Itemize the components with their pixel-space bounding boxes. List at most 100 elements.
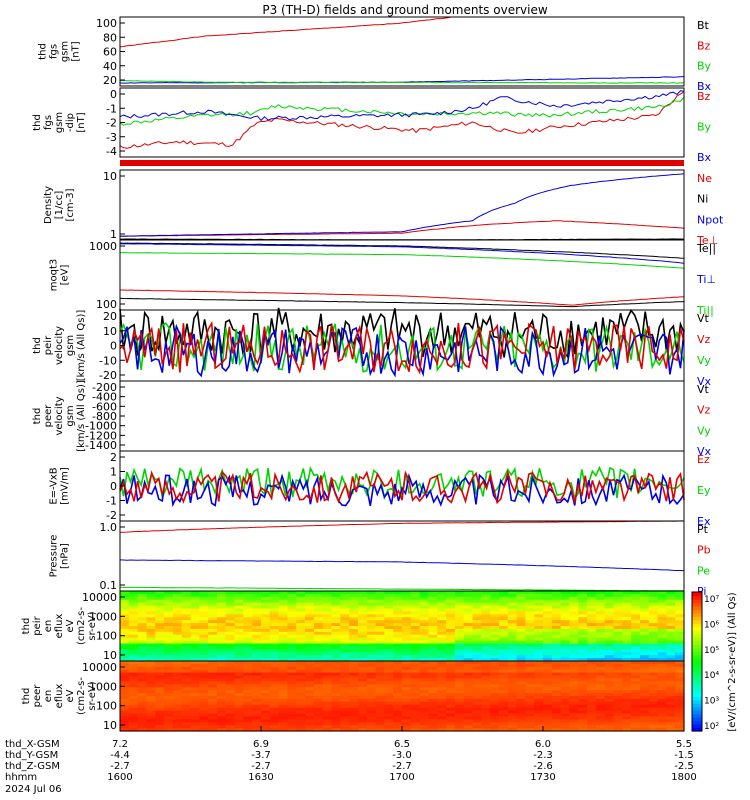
spectrogram-cell: [366, 614, 377, 618]
spectrogram-cell: [366, 713, 377, 718]
spectrogram-cell: [516, 640, 526, 645]
spectrogram-cell: [305, 681, 315, 685]
spectrogram-cell: [243, 725, 253, 729]
spectrogram-cell: [155, 611, 165, 615]
spectrogram-cell: [551, 681, 562, 685]
spectrogram-cell: [498, 707, 509, 712]
spectrogram-cell: [666, 693, 676, 697]
spectrogram-cell: [543, 719, 553, 723]
spectrogram-cell: [393, 614, 403, 618]
spectrogram-cell: [622, 728, 632, 732]
spectrogram-cell: [296, 728, 306, 732]
spectrogram-cell: [146, 719, 156, 723]
spectrogram-cell: [313, 669, 324, 674]
spectrogram-cell: [357, 707, 368, 712]
spectrogram-cell: [587, 655, 597, 659]
spectrogram-cell: [666, 628, 676, 633]
spectrogram-cell: [648, 725, 659, 729]
spectrogram-cell: [208, 725, 218, 729]
spectrogram-cell: [278, 593, 289, 598]
colorbar-segment: [692, 699, 702, 704]
spectrogram-cell: [498, 678, 509, 683]
spectrogram-cell: [393, 646, 403, 650]
spectrogram-cell: [146, 649, 156, 653]
colorbar-segment: [692, 644, 702, 649]
spectrogram-cell: [234, 611, 244, 615]
spectrogram-cell: [349, 591, 359, 595]
spectrogram-cell: [137, 710, 148, 715]
spectrogram-cell: [560, 620, 571, 624]
spectrogram-cell: [666, 666, 676, 671]
spectrogram-cell: [446, 672, 456, 677]
series-ne: [119, 220, 685, 237]
spectrogram-cell: [498, 608, 509, 613]
y-tick-label: -1200: [85, 429, 117, 442]
spectrogram-cell: [657, 640, 667, 645]
spectrogram-cell: [278, 696, 289, 700]
spectrogram-cell: [437, 698, 447, 703]
spectrogram-cell: [349, 634, 359, 639]
spectrogram-cell: [648, 710, 659, 715]
spectrogram-cell: [252, 623, 262, 627]
spectrogram-cell: [287, 596, 297, 601]
spectrogram-cell: [498, 605, 509, 610]
spectrogram-cell: [454, 687, 465, 691]
spectrogram-cell: [225, 666, 236, 671]
spectrogram-cell: [560, 602, 571, 607]
spectrogram-cell: [278, 631, 289, 636]
spectrogram-cell: [419, 593, 430, 598]
spectrogram-cell: [331, 684, 341, 688]
spectrogram-cell: [120, 611, 130, 615]
spectrogram-cell: [155, 728, 165, 732]
spectrogram-cell: [648, 652, 659, 656]
spectrogram-cell: [375, 704, 385, 709]
spectrogram-cell: [393, 663, 403, 668]
spectrogram-cell: [454, 725, 465, 729]
spectrogram-cell: [481, 640, 491, 645]
spectrogram-cell: [322, 675, 333, 680]
spectrogram-cell: [551, 722, 562, 726]
spectrogram-cell: [410, 719, 421, 723]
spectrogram-cell: [261, 693, 271, 697]
spectrogram-cell: [155, 626, 165, 630]
spectrogram-cell: [357, 591, 368, 595]
spectrogram-cell: [340, 626, 350, 630]
spectrogram-cell: [595, 655, 606, 659]
spectrogram-cell: [269, 605, 280, 610]
y-axis-label: (cm2-s-: [76, 607, 87, 645]
spectrogram-cell: [481, 681, 491, 685]
spectrogram-cell: [498, 704, 509, 709]
spectrogram-cell: [393, 596, 403, 601]
spectrogram-cell: [507, 658, 518, 662]
spectrogram-cell: [666, 614, 676, 618]
spectrogram-cell: [516, 698, 526, 703]
spectrogram-cell: [164, 704, 174, 709]
spectrogram-cell: [657, 713, 667, 718]
spectrogram-cell: [578, 599, 588, 604]
spectrogram-cell: [402, 690, 412, 694]
spectrogram-cell: [357, 626, 368, 630]
spectrogram-cell: [322, 634, 333, 639]
spectrogram-cell: [410, 605, 421, 610]
legend-item: Vt: [697, 312, 710, 325]
spectrogram-cell: [128, 599, 139, 604]
spectrogram-cell: [269, 617, 280, 621]
spectrogram-cell: [675, 693, 685, 697]
spectrogram-cell: [534, 675, 544, 680]
spectrogram-cell: [490, 728, 500, 732]
spectrogram-cell: [128, 698, 139, 703]
spectrogram-cell: [587, 684, 597, 688]
spectrogram-cell: [164, 696, 174, 700]
spectrogram-cell: [305, 599, 315, 604]
spectrogram-cell: [428, 611, 438, 615]
spectrogram-cell: [507, 623, 518, 627]
legend-item: Bx: [697, 151, 712, 164]
spectrogram-cell: [543, 611, 553, 615]
spectrogram-cell: [578, 678, 588, 683]
spectrogram-cell: [278, 672, 289, 677]
spectrogram-cell: [437, 643, 447, 648]
spectrogram-cell: [199, 640, 209, 645]
spectrogram-cell: [366, 611, 377, 615]
spectrogram-cell: [278, 628, 289, 633]
